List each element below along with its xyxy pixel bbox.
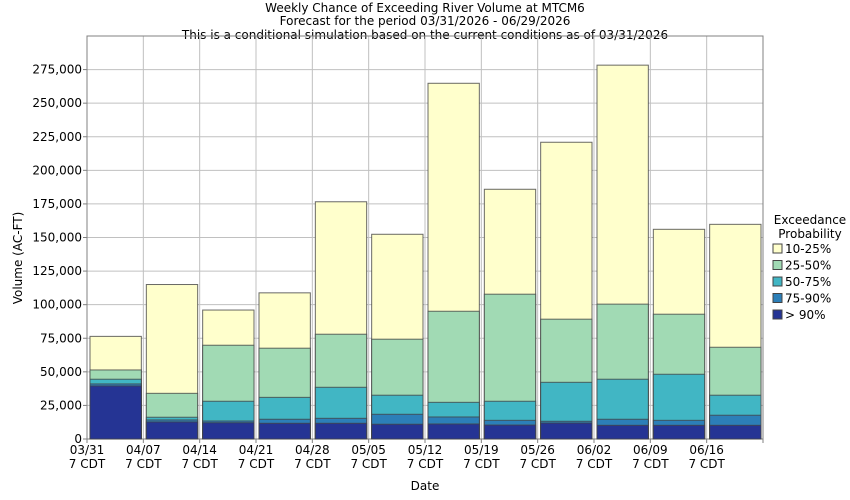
x-tick-sublabel: 7 CDT: [125, 457, 162, 471]
legend-swatch: [772, 309, 783, 320]
y-tick-label: 275,000: [32, 63, 82, 77]
chart-title-line-3: This is a conditional simulation based o…: [181, 28, 668, 42]
x-tick-label: 06/02: [577, 443, 612, 457]
y-axis-label: Volume (AC-FT): [11, 212, 25, 305]
legend-label: 10-25%: [785, 242, 831, 256]
x-tick-sublabel: 7 CDT: [294, 457, 331, 471]
x-tick-sublabel: 7 CDT: [632, 457, 669, 471]
plot-frame: [86, 35, 764, 440]
legend-label: 75-90%: [785, 292, 831, 306]
y-tick-label: 75,000: [40, 331, 82, 345]
y-tick-label: 150,000: [32, 231, 82, 245]
legend-swatch: [772, 276, 783, 287]
bar--90--03/31: [89, 385, 142, 440]
y-tick-label: 250,000: [32, 96, 82, 110]
bar--90--04/14: [202, 422, 255, 440]
x-tick-label: 03/31: [70, 443, 105, 457]
x-tick-sublabel: 7 CDT: [181, 457, 218, 471]
bar--90--05/19: [483, 424, 537, 440]
x-tick-label: 04/21: [239, 443, 274, 457]
x-tick-sublabel: 7 CDT: [576, 457, 613, 471]
x-axis-label: Date: [411, 479, 440, 493]
legend-swatch: [772, 260, 783, 270]
bar--90--06/09: [652, 424, 706, 440]
legend-swatch: [772, 293, 783, 303]
y-tick-label: 125,000: [32, 264, 82, 278]
bar--90--04/07: [145, 421, 199, 440]
bar--90--04/28: [314, 422, 368, 440]
legend-swatch: [772, 243, 783, 254]
bar--90--05/05: [371, 423, 424, 440]
legend-title-2: Probability: [778, 227, 841, 241]
bar--90--06/02: [596, 424, 649, 440]
x-tick-sublabel: 7 CDT: [350, 457, 387, 471]
x-tick-sublabel: 7 CDT: [688, 457, 725, 471]
x-tick-label: 04/14: [182, 443, 217, 457]
x-tick-sublabel: 7 CDT: [407, 457, 444, 471]
chart-title-line-2: Forecast for the period 03/31/2026 - 06/…: [280, 14, 571, 28]
x-tick-label: 04/07: [126, 443, 161, 457]
x-tick-label: 05/26: [520, 443, 555, 457]
x-tick-label: 06/16: [689, 443, 724, 457]
legend-title-1: Exceedance: [774, 213, 846, 227]
x-tick-sublabel: 7 CDT: [69, 457, 106, 471]
chart-title-line-1: Weekly Chance of Exceeding River Volume …: [265, 1, 585, 15]
legend-label: > 90%: [785, 308, 826, 322]
x-tick-label: 05/19: [464, 443, 499, 457]
bar--90--06/16: [709, 424, 762, 440]
legend-label: 50-75%: [785, 275, 831, 289]
bar--90--04/21: [258, 422, 311, 440]
x-tick-sublabel: 7 CDT: [519, 457, 556, 471]
y-tick-label: 0: [74, 432, 82, 446]
x-tick-sublabel: 7 CDT: [463, 457, 500, 471]
bar--90--05/26: [540, 422, 593, 440]
y-tick-label: 175,000: [32, 197, 82, 211]
x-tick-sublabel: 7 CDT: [238, 457, 275, 471]
y-tick-label: 50,000: [40, 365, 82, 379]
y-tick-label: 100,000: [32, 298, 82, 312]
y-tick-label: 25,000: [40, 398, 82, 412]
bar--90--05/12: [427, 423, 480, 440]
x-tick-label: 06/09: [633, 443, 668, 457]
y-tick-label: 225,000: [32, 130, 82, 144]
x-tick-label: 05/05: [351, 443, 386, 457]
x-tick-label: 04/28: [295, 443, 330, 457]
legend-label: 25-50%: [785, 259, 831, 273]
y-tick-label: 200,000: [32, 163, 82, 177]
x-tick-label: 05/12: [408, 443, 443, 457]
